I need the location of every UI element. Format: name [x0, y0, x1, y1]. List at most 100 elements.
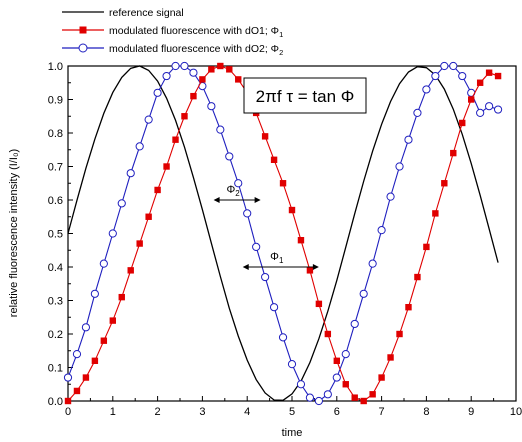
y-tick-label: 0.8	[48, 128, 63, 140]
data-point	[315, 300, 323, 308]
y-tick-label: 0.6	[48, 195, 63, 207]
data-point	[118, 293, 125, 301]
x-tick-label: 0	[65, 406, 71, 418]
data-point	[369, 391, 376, 398]
x-tick-label: 4	[244, 406, 250, 418]
data-point	[359, 289, 368, 298]
legend-marker-do2	[78, 43, 88, 53]
y-tick-label: 0.2	[48, 329, 63, 341]
data-point	[324, 330, 332, 338]
phase-arrow-2: Φ1	[242, 251, 319, 270]
data-point	[154, 186, 161, 194]
data-point	[72, 350, 82, 359]
data-point	[323, 390, 332, 399]
data-point	[225, 152, 234, 161]
x-axis-title: time	[282, 427, 303, 439]
data-point	[279, 180, 287, 187]
legend-label-do2-sub: 2	[279, 48, 283, 57]
formula-tau: τ	[286, 87, 293, 106]
data-point	[387, 354, 394, 361]
data-point	[172, 136, 179, 143]
data-point	[413, 108, 422, 118]
y-tick-label: 0.1	[48, 363, 63, 375]
data-point	[64, 397, 72, 405]
formula-pi: π	[265, 87, 277, 106]
phase-label: Φ1	[270, 251, 284, 265]
data-point	[189, 68, 198, 77]
data-point	[386, 192, 395, 201]
data-point	[270, 156, 278, 163]
data-point	[332, 373, 341, 382]
data-point	[63, 373, 73, 382]
data-point	[351, 394, 358, 401]
legend-label-do1-text: modulated fluorescence with dO1; Φ	[109, 25, 279, 37]
arrow-head-left	[213, 197, 220, 203]
x-tick-label: 5	[289, 406, 295, 418]
x-tick-label: 7	[379, 406, 385, 418]
data-point	[297, 237, 305, 244]
data-point	[234, 179, 243, 188]
data-point	[287, 360, 297, 369]
data-point	[181, 113, 188, 120]
arrow-head-left	[242, 264, 249, 270]
data-point	[269, 303, 279, 312]
data-point	[144, 115, 153, 124]
legend-label-reference: reference signal	[109, 7, 184, 19]
data-point	[485, 102, 494, 111]
arrow-head-right	[312, 264, 319, 270]
phase-symbol: Φ	[270, 251, 279, 263]
x-tick-label: 3	[199, 406, 205, 418]
formula-box: 2πf τ = tan Φ	[243, 77, 367, 114]
formula-part1: 2	[256, 87, 265, 106]
x-tick-label: 10	[510, 406, 522, 418]
data-point	[432, 210, 439, 217]
data-point	[190, 92, 197, 100]
data-point	[252, 242, 261, 251]
data-point	[99, 259, 108, 268]
y-axis-title: relative fluorescence intensity (I/I₀)	[8, 149, 20, 317]
data-point	[494, 72, 502, 80]
x-tick-label: 2	[155, 406, 161, 418]
formula-part3: = tan	[293, 87, 341, 106]
data-point	[423, 243, 430, 251]
phase-annotations: Φ2 Φ1	[213, 184, 319, 270]
formula-phi: Φ	[341, 87, 355, 106]
data-point	[278, 333, 288, 342]
data-point	[350, 319, 359, 329]
data-point	[261, 272, 270, 282]
data-point	[108, 229, 117, 238]
data-point	[171, 61, 180, 71]
phase-label: Φ2	[227, 184, 241, 198]
y-tick-label: 0.9	[48, 95, 63, 107]
data-point	[163, 163, 170, 170]
series-layer	[63, 61, 503, 406]
data-point	[100, 337, 108, 344]
y-tick-label: 1.0	[48, 61, 63, 73]
legend-label-do2-text: modulated fluorescence with dO2; Φ	[109, 43, 279, 55]
data-point	[199, 76, 206, 83]
data-point	[145, 213, 152, 220]
data-point	[368, 259, 377, 268]
data-point	[217, 62, 224, 70]
data-point	[404, 135, 413, 144]
phase-symbol: Φ	[227, 184, 236, 196]
formula-part2: f	[277, 87, 286, 106]
formula-box-frame	[243, 77, 367, 114]
data-point	[296, 380, 306, 389]
data-point	[342, 381, 349, 388]
series-0	[67, 65, 499, 401]
data-point	[449, 61, 458, 71]
data-point	[81, 323, 91, 332]
x-tick-label: 6	[334, 406, 340, 418]
data-point	[153, 88, 162, 97]
data-point	[333, 357, 340, 364]
data-point	[288, 206, 296, 214]
data-point	[180, 61, 189, 71]
x-tick-label: 1	[110, 406, 116, 418]
series-line	[67, 65, 499, 402]
data-point	[378, 374, 385, 381]
data-point	[207, 102, 216, 111]
data-point	[468, 96, 475, 103]
data-point	[476, 108, 485, 118]
data-point	[73, 387, 81, 395]
